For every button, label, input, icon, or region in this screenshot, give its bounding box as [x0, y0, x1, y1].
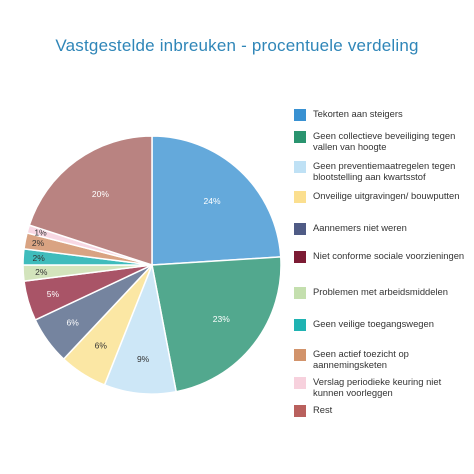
legend-label: Geen veilige toegangswegen [313, 318, 434, 329]
pie-value-label: 9% [137, 354, 150, 364]
legend-swatch [294, 223, 306, 235]
legend-swatch [294, 131, 306, 143]
legend-swatch [294, 251, 306, 263]
pie-value-label: 2% [35, 267, 48, 277]
pie-value-label: 1% [34, 228, 47, 238]
legend-swatch [294, 319, 306, 331]
legend-label: Niet conforme sociale voorzieningen [313, 250, 465, 261]
pie-slice-rest [28, 135, 153, 267]
legend-swatch [294, 109, 306, 121]
legend-label: Rest [313, 404, 333, 415]
pie-value-label: 24% [203, 196, 220, 206]
legend-label: Tekorten aan steigers [313, 108, 403, 119]
legend-swatch [294, 349, 306, 361]
pie-value-label: 2% [32, 238, 45, 248]
legend-label: Verslag periodieke keuring niet kunnen v… [313, 376, 442, 398]
legend-label: Geen collectieve beveiliging tegen valle… [313, 130, 456, 152]
legend-swatch [294, 191, 306, 203]
chart-title: Vastgestelde inbreuken - procentuele ver… [55, 36, 419, 55]
legend-label: Onveilige uitgravingen/ bouwputten [313, 190, 460, 201]
legend-swatch [294, 161, 306, 173]
pie-value-label: 6% [95, 341, 108, 351]
pie-value-label: 2% [33, 253, 46, 263]
legend-swatch [294, 405, 306, 417]
legend-label: Problemen met arbeidsmiddelen [313, 286, 448, 297]
legend-swatch [294, 377, 306, 389]
pie-slice-tekorten-aan-steigers [151, 135, 282, 266]
legend-label: Geen preventiemaatregelen tegen blootste… [313, 160, 456, 182]
pie-value-label: 6% [67, 318, 80, 328]
pie-value-label: 23% [213, 314, 230, 324]
legend-swatch [294, 287, 306, 299]
pie-slice-geen-collectieve-beveiliging-tegen-vallen-van-hoogte [151, 256, 282, 393]
legend-label: Geen actief toezicht op aannemingsketen [313, 348, 409, 370]
pie-value-label: 5% [47, 289, 60, 299]
pie-value-label: 20% [92, 189, 109, 199]
legend-label: Aannemers niet weren [313, 222, 407, 233]
